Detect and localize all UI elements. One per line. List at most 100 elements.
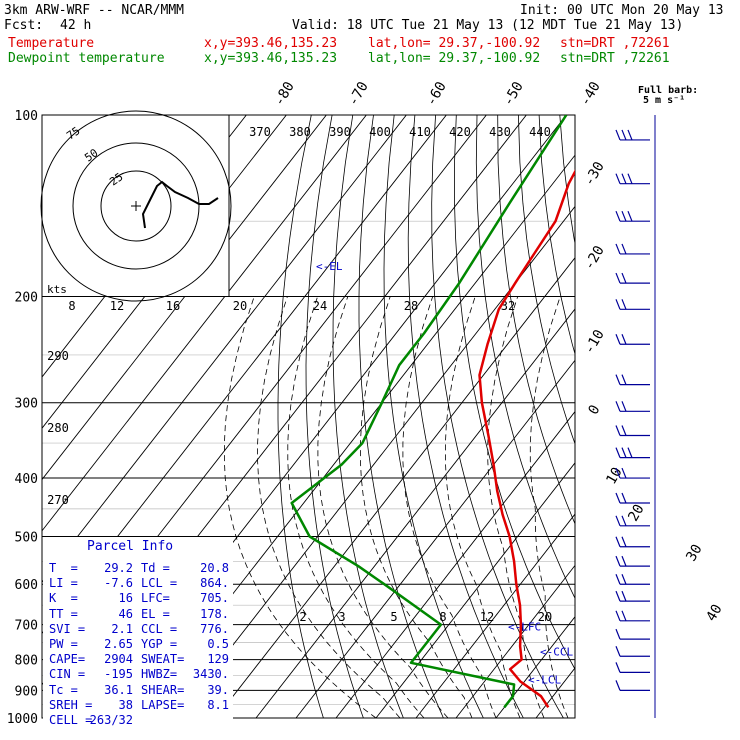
- wind-barb-flag: [615, 447, 621, 458]
- dry-adiabat-label-290: 290: [47, 349, 69, 363]
- parcel-k1: SREH =: [49, 697, 93, 712]
- theta-label-430: 430: [489, 125, 511, 139]
- parcel-k2: LAPSE=: [141, 697, 185, 712]
- wind-barb: [615, 590, 650, 602]
- init-time: Init: 00 UTC Mon 20 May 13: [520, 3, 724, 18]
- dry-adiabat-420: [663, 115, 740, 718]
- isotherm-label--30: -30: [581, 159, 608, 189]
- wind-barb: [615, 210, 650, 222]
- theta-label-420: 420: [449, 125, 471, 139]
- isotherm-40: [576, 115, 740, 718]
- mixing-ratio-low-label-20: 20: [538, 610, 552, 624]
- wind-barb-flag: [615, 299, 621, 310]
- isotherm--140: [42, 115, 327, 481]
- mixing-ratio-low-label-3: 3: [338, 610, 345, 624]
- parcel-v1: 36.1: [104, 682, 133, 697]
- dry-adiabat-440: [705, 115, 740, 718]
- wind-barb-flag: [621, 574, 627, 585]
- wind-barb-flag: [615, 401, 621, 412]
- wind-barb: [615, 646, 650, 657]
- annotation-lcl: <-LCL: [528, 674, 561, 687]
- wind-barb-flag: [615, 628, 621, 640]
- parcel-info-row: CELL =263/32: [49, 713, 229, 728]
- wind-barb-flag: [621, 129, 627, 141]
- wind-barb: [615, 628, 650, 640]
- parcel-v2: 129: [207, 652, 229, 667]
- parcel-k1: CIN =: [49, 667, 86, 682]
- temp-latlon: lat,lon= 29.37,-100.92: [368, 36, 541, 51]
- parcel-v2: 864.: [200, 576, 229, 591]
- fcst-value: 42 h: [60, 18, 92, 33]
- wind-barb: [615, 173, 650, 185]
- isotherm-20: [495, 615, 575, 719]
- wind-barb-flag: [621, 401, 627, 412]
- moist-adiabat-14: [359, 296, 473, 719]
- parcel-k1: LI =: [49, 576, 78, 591]
- parcel-k2: SWEAT=: [141, 652, 185, 667]
- dry-adiabat-300: [407, 115, 524, 719]
- parcel-v2: 39.: [207, 682, 229, 697]
- dry-adiabat-450: [725, 115, 740, 718]
- wind-barb-flag: [615, 662, 621, 673]
- isotherm-label--60: -60: [423, 79, 450, 109]
- wind-barb-flag: [627, 129, 633, 141]
- wind-barbs: Full barb:5 m s⁻¹: [615, 85, 698, 718]
- hodograph-ring-label-25: 25: [107, 170, 125, 188]
- wind-barb: [615, 425, 650, 437]
- parcel-k2: HWBZ=: [141, 667, 178, 682]
- parcel-k1: SVI =: [49, 621, 86, 636]
- parcel-v1: 38: [118, 697, 133, 712]
- dry-adiabat-390: [601, 115, 740, 718]
- dry-adiabat-310: [431, 115, 564, 719]
- pressure-tick-200: 200: [15, 291, 38, 306]
- legend-dewpoint: Dewpoint temperature: [8, 51, 165, 66]
- wind-barb: [615, 467, 650, 479]
- wind-barb-flag: [615, 129, 621, 141]
- wind-barb: [615, 334, 650, 345]
- theta-label-440: 440: [529, 125, 551, 139]
- hodograph-ring-50: [72, 142, 200, 270]
- wind-barb: [615, 272, 650, 284]
- dry-adiabat-320: [454, 115, 575, 670]
- parcel-info-row: LI = -7.6 LCL = 864.: [49, 576, 229, 591]
- wind-barb-flag: [615, 425, 621, 436]
- wind-barb-flag: [615, 243, 621, 255]
- parcel-v2: 705.: [200, 591, 229, 606]
- isotherm-10: [455, 564, 575, 719]
- parcel-v1: 2904: [104, 652, 133, 667]
- parcel-k2: LCL =: [141, 576, 178, 591]
- mixing-ratio-label-8: 8: [68, 299, 75, 313]
- wind-barb-flag: [621, 299, 627, 310]
- dew-xy: x,y=393.46,135.23: [204, 51, 338, 66]
- isotherm-50: [616, 115, 740, 718]
- isotherm--30: [295, 359, 575, 719]
- wind-barb-flag: [621, 467, 627, 479]
- legend-temperature: Temperature: [8, 36, 95, 51]
- parcel-info-row: CAPE= 2904 SWEAT= 129: [49, 652, 229, 667]
- parcel-v1: 2.65: [104, 637, 133, 651]
- parcel-v1: 29.2: [104, 561, 133, 575]
- parcel-v1: -7.6: [104, 576, 133, 591]
- parcel-info-title: Parcel Info: [87, 539, 174, 554]
- isotherm--130: [42, 115, 367, 532]
- dry-adiabat-330: [475, 115, 575, 600]
- dry-adiabat-label-270: 270: [47, 493, 69, 507]
- wind-barb-flag: [621, 425, 627, 436]
- dry-adiabat-430: [684, 115, 740, 718]
- pressure-tick-800: 800: [15, 654, 38, 669]
- parcel-info-panel: Parcel Info T = 29.2 Td = 20.8 LI = -7.6 LCL =…: [43, 537, 233, 727]
- wind-barb-flag: [615, 492, 621, 504]
- parcel-k1: K =: [49, 591, 78, 606]
- hodograph-trace: [141, 180, 219, 229]
- wind-barb: [615, 299, 650, 310]
- isotherm-60: [656, 115, 740, 718]
- dewpoint-profile: [290, 115, 568, 709]
- isotherm-label--40: -40: [577, 79, 604, 109]
- parcel-v1: 46: [118, 606, 133, 621]
- theta-label-410: 410: [409, 125, 431, 139]
- dry-adiabat-270: [332, 115, 404, 719]
- annotation-lfc: <-LFC: [508, 620, 541, 633]
- wind-barb-flag: [615, 515, 621, 527]
- wind-barb-flag: [615, 555, 621, 567]
